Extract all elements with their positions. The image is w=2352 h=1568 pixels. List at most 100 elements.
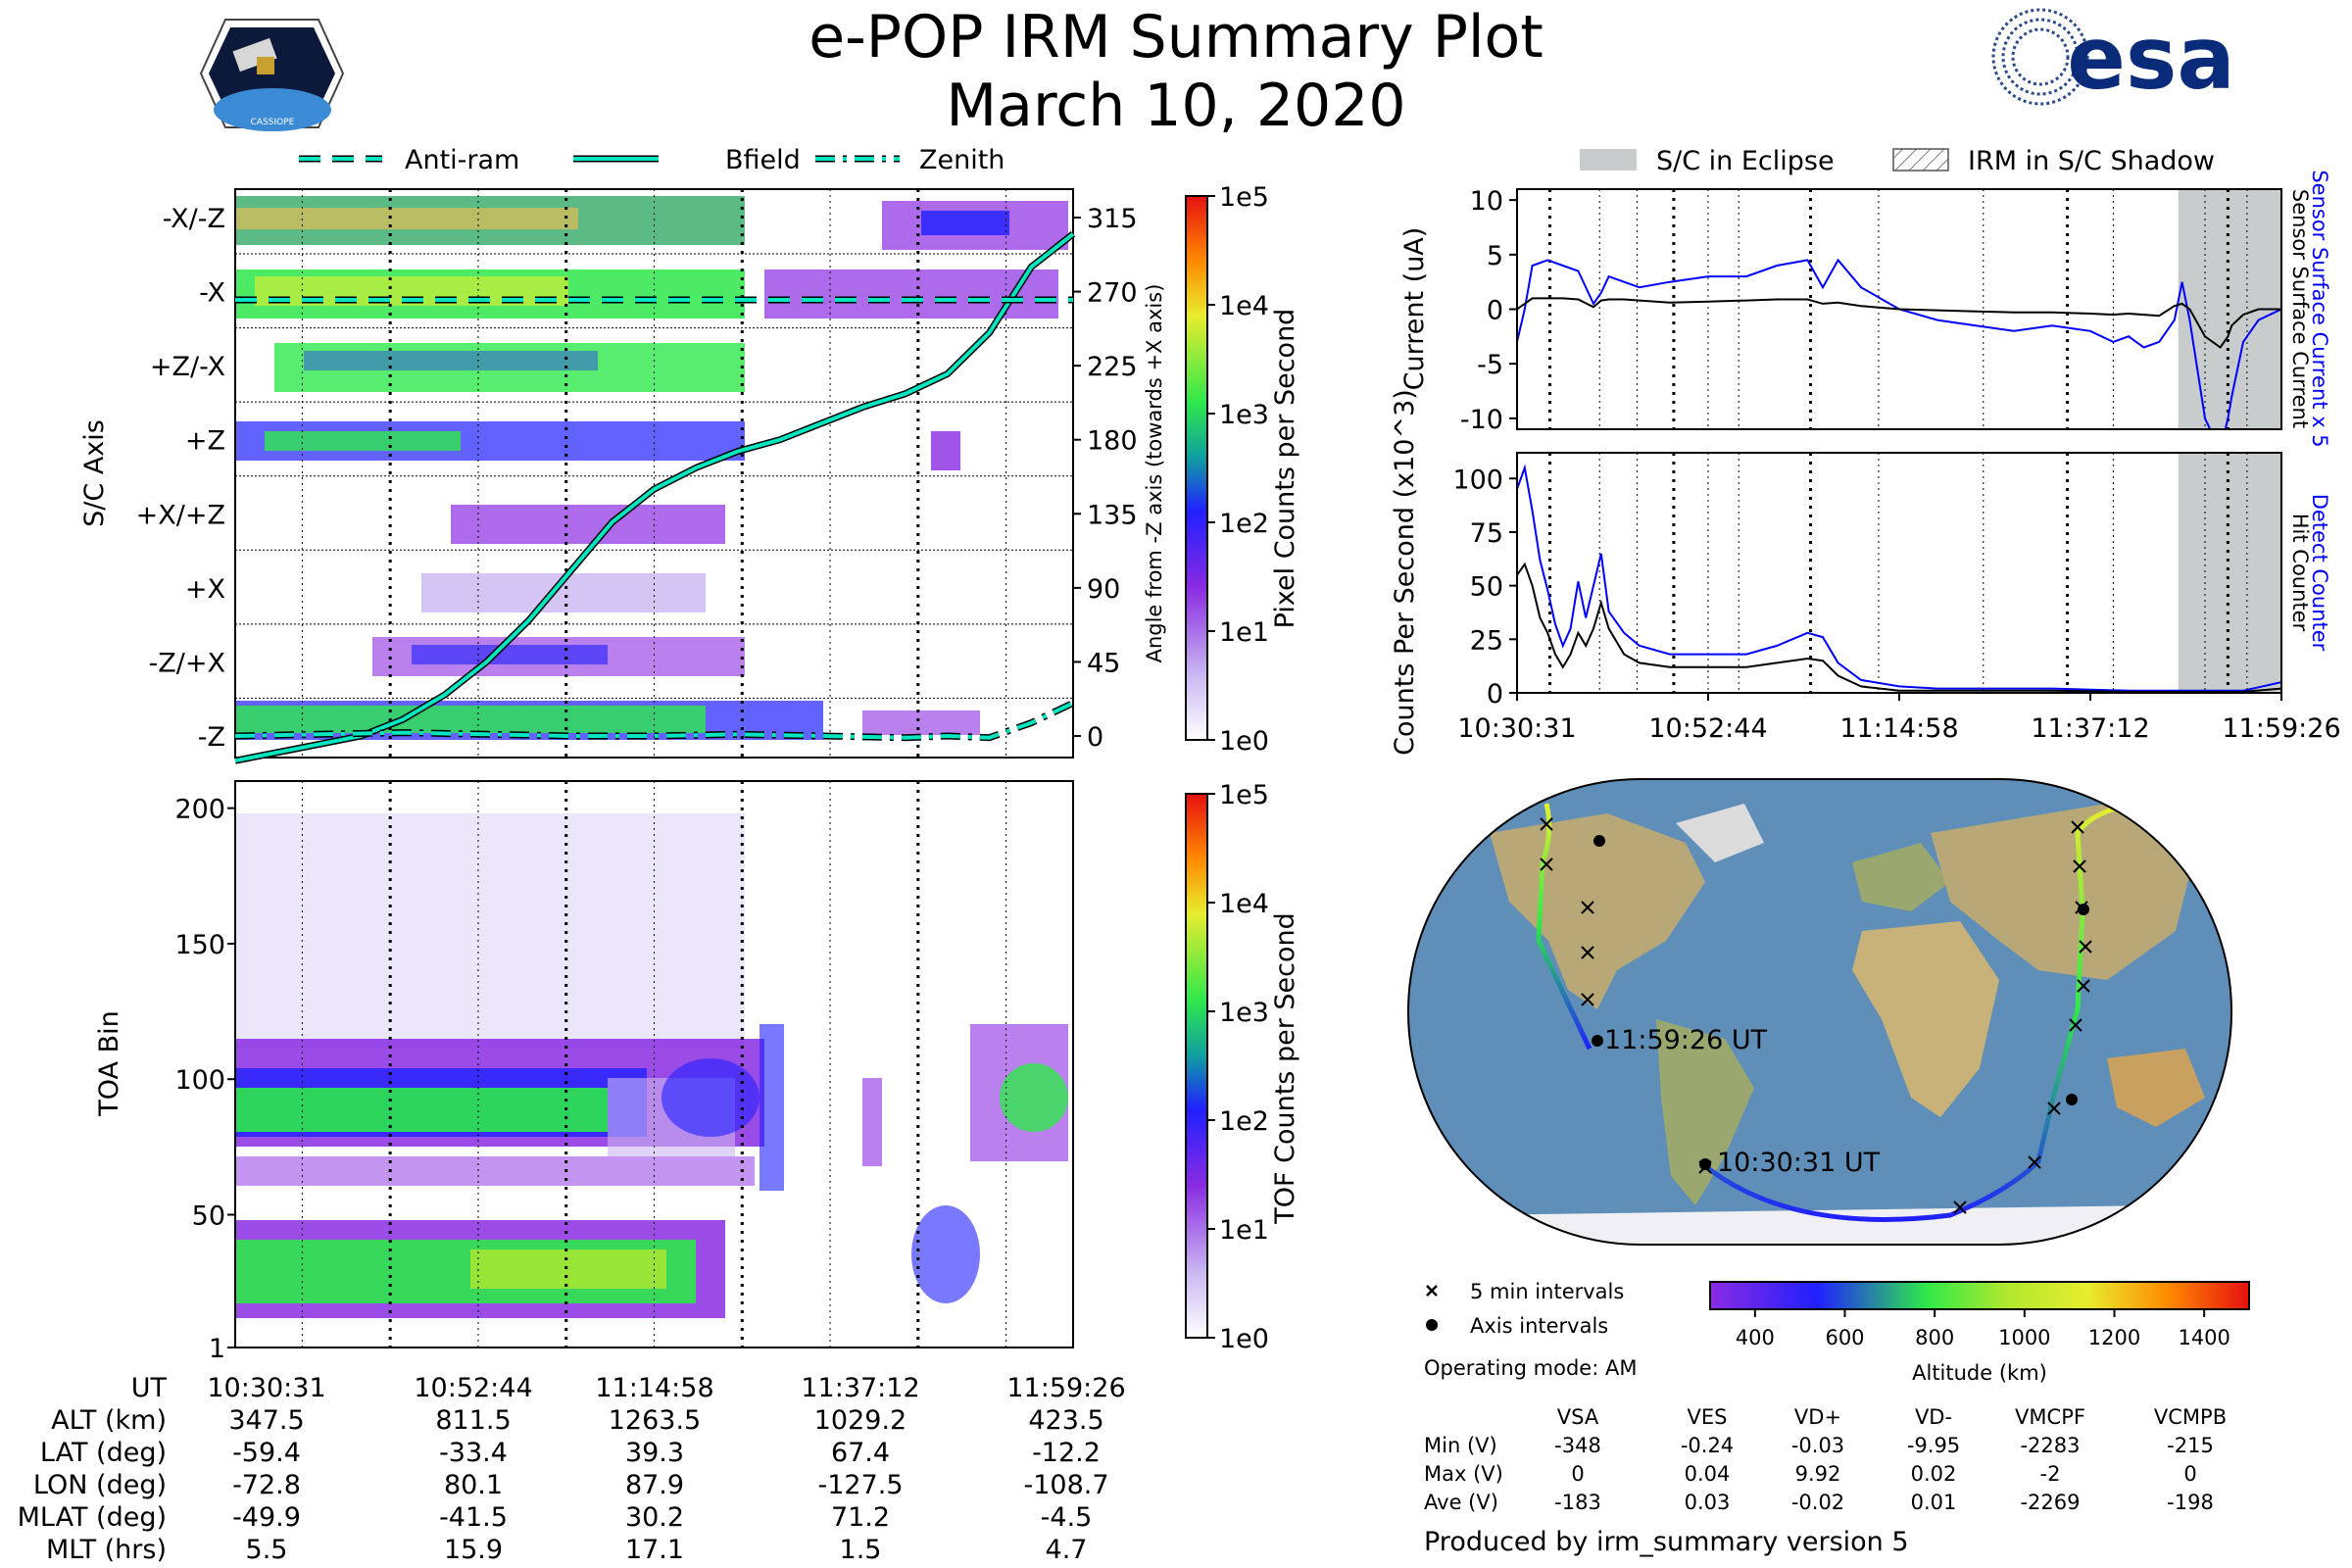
tof-y-tick-label: 100 bbox=[174, 1065, 225, 1096]
hit-counter-line bbox=[1517, 562, 2281, 693]
voltage-cell: -0.24 bbox=[1681, 1434, 1734, 1457]
produced-by: Produced by irm_summary version 5 bbox=[1424, 1527, 1909, 1557]
legend-cross-icon bbox=[1426, 1285, 1438, 1297]
operating-mode: Operating mode: AM bbox=[1424, 1356, 1637, 1380]
tof-ylabel: TOA Bin bbox=[94, 1010, 124, 1116]
altitude-tick-label: 1000 bbox=[1998, 1326, 2050, 1349]
current-right-label-1: Sensor Surface Current x 5 bbox=[2308, 170, 2331, 447]
colorbar-tick-label: 1e3 bbox=[1219, 998, 1269, 1028]
voltage-cell: 0.01 bbox=[1911, 1491, 1957, 1514]
legend-5min: 5 min intervals bbox=[1470, 1280, 1624, 1303]
altitude-tick-label: 800 bbox=[1915, 1326, 1954, 1349]
altitude-colorbar-label: Altitude (km) bbox=[1912, 1361, 2047, 1385]
ephemeris-cell: 10:30:31 bbox=[207, 1373, 325, 1403]
ephemeris-row-label: MLAT (deg) bbox=[18, 1502, 167, 1533]
voltage-cell: -2269 bbox=[2020, 1491, 2080, 1514]
map-legend: 5 min intervals Axis intervals bbox=[1426, 1280, 1624, 1338]
colorbar-tick-label: 1e2 bbox=[1219, 509, 1269, 539]
map-land-greenland bbox=[1676, 804, 1764, 862]
ephemeris-cell: 11:14:58 bbox=[595, 1373, 713, 1403]
ephemeris-row-label: UT bbox=[131, 1373, 168, 1403]
chart-y-tick-label: 10 bbox=[1470, 186, 1503, 217]
voltage-cell: 0 bbox=[2183, 1462, 2196, 1486]
pixel-angle-tick-label: 270 bbox=[1087, 278, 1138, 309]
legend-eclipse-swatch bbox=[1580, 149, 1637, 171]
ephemeris-cell: 4.7 bbox=[1046, 1535, 1088, 1565]
ephemeris-cell: -33.4 bbox=[439, 1438, 508, 1468]
pixel-row-label: +Z/-X bbox=[150, 352, 225, 382]
counts-grid bbox=[1548, 453, 2248, 693]
pixel-row-label: -X bbox=[199, 278, 225, 309]
page-subtitle: March 10, 2020 bbox=[946, 72, 1405, 140]
pixel-grid bbox=[235, 189, 1073, 758]
page-title: e-POP IRM Summary Plot bbox=[808, 3, 1544, 72]
map-end-label: 11:59:26 UT bbox=[1604, 1025, 1768, 1055]
ephemeris-cell: 11:37:12 bbox=[801, 1373, 919, 1403]
altitude-tick-label: 600 bbox=[1825, 1326, 1864, 1349]
counts-x-ticks: 10:30:31 10:52:44 11:14:58 11:37:12 11:59:26 bbox=[1457, 693, 2341, 744]
ephemeris-row-label: LAT (deg) bbox=[40, 1438, 167, 1468]
ephemeris-cell: 17.1 bbox=[625, 1535, 684, 1565]
bfield-line-inner bbox=[234, 232, 1075, 763]
map-border bbox=[1407, 778, 2232, 1246]
voltage-column-header: VCMPB bbox=[2154, 1405, 2227, 1429]
map-land-asia bbox=[1931, 804, 2195, 980]
esa-logo: esa bbox=[1991, 8, 2235, 109]
voltage-cell: -348 bbox=[1554, 1434, 1601, 1457]
ephemeris-cell: 811.5 bbox=[435, 1405, 511, 1436]
voltage-cell: 0 bbox=[1571, 1462, 1584, 1486]
voltage-cell: -9.95 bbox=[1907, 1434, 1960, 1457]
pixel-row-label: -Z/+X bbox=[149, 648, 225, 678]
counts-eclipse-band bbox=[2178, 453, 2281, 693]
pixel-row-label: -Z bbox=[198, 722, 225, 753]
altitude-tick-label: 400 bbox=[1736, 1326, 1775, 1349]
map-start-label: 10:30:31 UT bbox=[1717, 1148, 1881, 1178]
colorbar-tick-label: 1e4 bbox=[1219, 889, 1269, 919]
current-right-label-2: Sensor Surface Current bbox=[2288, 189, 2312, 428]
voltage-cell: -2 bbox=[2040, 1462, 2061, 1486]
chart-y-tick-label: -5 bbox=[1477, 350, 1503, 380]
ephemeris-cell: -127.5 bbox=[817, 1470, 903, 1500]
tof-heatmap bbox=[235, 784, 1073, 1348]
voltage-cell: 0.04 bbox=[1685, 1462, 1731, 1486]
colorbar-tick-label: 1e2 bbox=[1219, 1106, 1269, 1137]
counts-ylabel: Counts Per Second (x10^3) bbox=[1390, 389, 1420, 756]
ephemeris-cell: 80.1 bbox=[444, 1470, 503, 1500]
tof-colorbar bbox=[1185, 793, 1208, 1339]
legend-top-right: S/C in Eclipse IRM in S/C Shadow bbox=[1580, 146, 2215, 176]
chart-y-tick-label: 25 bbox=[1470, 625, 1503, 656]
pixel-row-label: -X/-Z bbox=[163, 204, 225, 234]
pixel-row-label: +X bbox=[185, 574, 225, 605]
counts-x-tick-label: 11:59:26 bbox=[2222, 713, 2340, 744]
orbit-map: 10:30:31 UT 11:59:26 UT bbox=[1407, 778, 2232, 1246]
pixel-angle-tick-label: 180 bbox=[1087, 426, 1138, 457]
detect-counter-line bbox=[1517, 464, 2281, 692]
ephemeris-cell: 423.5 bbox=[1028, 1405, 1103, 1436]
voltage-row-label: Min (V) bbox=[1424, 1434, 1497, 1457]
ephemeris-cell: -4.5 bbox=[1041, 1502, 1093, 1533]
pixel-right-label: Angle from -Z axis (towards +X axis) bbox=[1143, 284, 1166, 663]
ephemeris-cell: 67.4 bbox=[831, 1438, 890, 1468]
colorbar-tick-label: 1e1 bbox=[1219, 1215, 1269, 1246]
voltage-cell: -0.02 bbox=[1791, 1491, 1844, 1514]
colorbar-tick-label: 1e0 bbox=[1219, 1324, 1269, 1354]
ephemeris-cell: 10:52:44 bbox=[414, 1373, 532, 1403]
esa-logo-text: esa bbox=[2067, 8, 2234, 109]
legend-bfield: Bfield bbox=[725, 145, 801, 175]
map-land-antarctica bbox=[1431, 1205, 2205, 1245]
map-land-australia bbox=[2107, 1049, 2205, 1127]
chart-y-tick-label: 0 bbox=[1487, 679, 1503, 710]
counts-x-tick-label: 11:14:58 bbox=[1839, 713, 1958, 744]
tof-y-ticks: 200 150 100 50 1 bbox=[174, 795, 235, 1364]
chart-y-tick-label: 0 bbox=[1487, 296, 1503, 326]
mission-logo: CASSIOPE bbox=[199, 19, 345, 131]
map-land-europe bbox=[1852, 843, 1950, 911]
voltage-cell: -2283 bbox=[2020, 1434, 2080, 1457]
ephemeris-table: UT 10:30:31 10:52:44 11:14:58 11:37:12 11:59:… bbox=[18, 1373, 1126, 1565]
ephemeris-cell: -41.5 bbox=[439, 1502, 508, 1533]
orbit-track-east bbox=[1703, 799, 2226, 1222]
pixel-row-labels: -X/-Z -X +Z/-X +Z +X/+Z +X -Z/+X -Z bbox=[136, 204, 225, 753]
altitude-colorbar bbox=[1709, 1281, 2250, 1310]
